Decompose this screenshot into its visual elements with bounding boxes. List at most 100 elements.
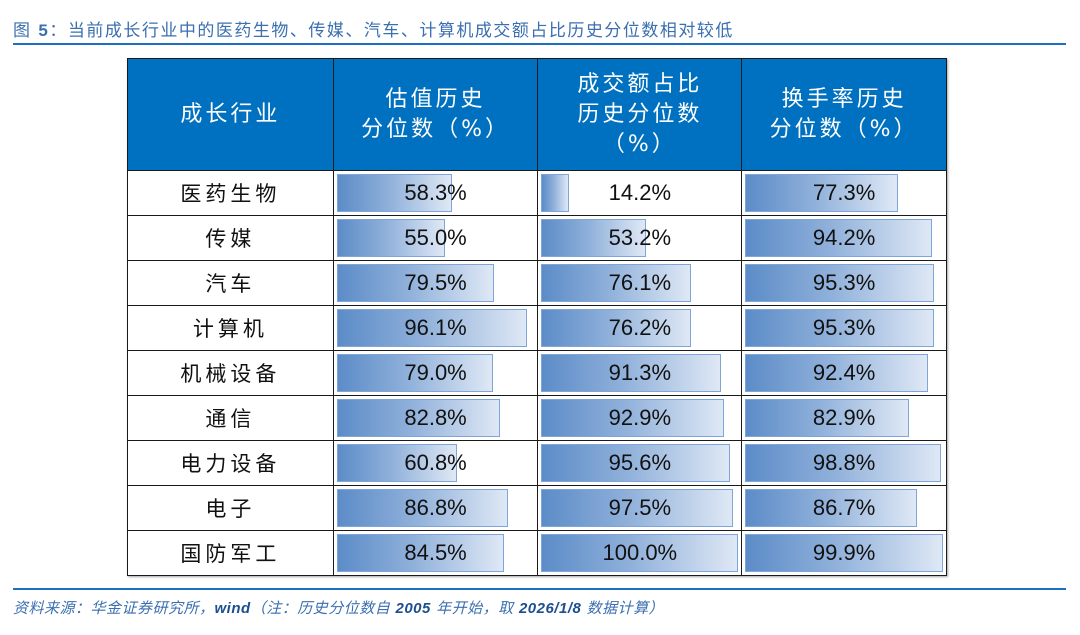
- data-bar: [336, 174, 452, 212]
- header-line: 成交额占比: [577, 71, 703, 97]
- turnover-share-percentile-cell: 100.0%: [537, 530, 743, 576]
- valuation-percentile-cell: 79.0%: [332, 350, 539, 396]
- header-turnover-rate-percentile: 换手率历史 分位数（%）: [741, 58, 947, 171]
- data-bar: [745, 174, 899, 212]
- figure-title: 图 5：当前成长行业中的医药生物、传媒、汽车、计算机成交额占比历史分位数相对较低: [13, 16, 734, 41]
- source-start-year: 2005: [395, 600, 431, 617]
- data-bar-track: [336, 534, 535, 572]
- data-bar: [745, 264, 934, 302]
- valuation-percentile-cell: 55.0%: [332, 215, 539, 261]
- data-bar-track: [336, 264, 535, 302]
- turnover-rate-percentile-cell: 99.9%: [741, 530, 947, 576]
- table-row: 医药生物 58.3% 14.2% 77.3%: [127, 170, 947, 216]
- data-bar: [336, 264, 494, 302]
- header-valuation-percentile: 估值历史分位数（%）: [332, 58, 539, 171]
- data-bar-track: [541, 534, 739, 572]
- data-bar: [745, 444, 941, 482]
- industry-name-cell: 计算机: [127, 305, 334, 351]
- header-line: 分位数（%）: [769, 116, 919, 142]
- data-bar-track: [745, 534, 943, 572]
- turnover-share-percentile-cell: 95.6%: [537, 440, 743, 486]
- percentile-value: 79.0%: [404, 360, 467, 385]
- industry-name-cell: 国防军工: [127, 530, 334, 576]
- data-bar: [336, 444, 457, 482]
- percentile-value: 77.3%: [812, 180, 876, 205]
- percentile-value: 60.8%: [404, 450, 467, 475]
- data-bar: [541, 444, 730, 482]
- turnover-rate-percentile-cell: 95.3%: [741, 305, 947, 351]
- percentile-value: 97.5%: [608, 495, 672, 520]
- valuation-percentile-cell: 58.3%: [332, 170, 539, 216]
- percentile-value: 92.4%: [812, 360, 876, 385]
- data-bar-track: [541, 174, 738, 212]
- turnover-rate-percentile-cell: 82.9%: [741, 395, 947, 441]
- data-bar-track: [541, 489, 738, 527]
- industry-name-cell: 通信: [127, 395, 334, 441]
- data-bar: [745, 399, 910, 437]
- percentile-value: 55.0%: [404, 225, 467, 250]
- table-row: 国防军工 84.5% 100.0% 99.9%: [127, 530, 947, 576]
- header-turnover-share-percentile: 成交额占比 历史分位数 （%）: [537, 58, 743, 171]
- data-bar: [745, 489, 917, 527]
- data-bar-track: [541, 219, 738, 257]
- turnover-share-percentile-cell: 76.1%: [537, 260, 743, 306]
- percentile-value: 91.3%: [608, 360, 672, 385]
- source-note-mid: 年开始，取: [436, 599, 514, 617]
- turnover-rate-percentile-cell: 92.4%: [741, 350, 947, 396]
- header-line: 估值历史: [385, 86, 486, 112]
- turnover-share-percentile-cell: 92.9%: [537, 395, 743, 441]
- data-bar-track: [541, 354, 738, 392]
- table-row: 通信 82.8% 92.9% 82.9%: [127, 395, 947, 441]
- data-bar-track: [336, 219, 535, 257]
- turnover-rate-percentile-cell: 95.3%: [741, 260, 947, 306]
- turnover-share-percentile-cell: 91.3%: [537, 350, 743, 396]
- data-bar: [745, 309, 934, 347]
- header-row: 成长行业 估值历史 分位数（%） 成交额占比 历史分位数 （%） 换手率历史 分位数（%）: [127, 58, 947, 171]
- source-rule: [13, 588, 1066, 590]
- data-bar: [541, 354, 722, 392]
- title-rule: [13, 43, 1066, 45]
- data-bar: [336, 219, 446, 257]
- header-line: 成长行业: [180, 101, 281, 127]
- source-date: 2026/1/8: [518, 600, 582, 617]
- data-bar-track: [336, 399, 535, 437]
- table-row: 计算机 96.1% 76.2% 95.3%: [127, 305, 947, 351]
- percentile-value: 79.5%: [404, 270, 467, 295]
- turnover-share-percentile-cell: 97.5%: [537, 485, 743, 531]
- turnover-rate-percentile-cell: 98.8%: [741, 440, 947, 486]
- percentile-value: 92.9%: [608, 405, 672, 430]
- turnover-share-percentile-cell: 53.2%: [537, 215, 743, 261]
- industry-percentile-table: 成长行业 估值历史 分位数（%） 成交额占比 历史分位数 （%） 换手率历史 分位数（%） 医…: [127, 58, 947, 576]
- data-bar-track: [745, 354, 943, 392]
- percentile-value: 76.2%: [608, 315, 672, 340]
- turnover-rate-percentile-cell: 77.3%: [741, 170, 947, 216]
- data-bar: [745, 354, 928, 392]
- data-bar-track: [336, 489, 535, 527]
- table-body: 医药生物 58.3% 14.2% 77.3% 传媒 55.0% 53.2% 94.2% 汽车 79…: [127, 170, 947, 576]
- data-bar: [336, 399, 501, 437]
- header-line: 分位数（%）: [361, 116, 510, 142]
- data-bar-track: [336, 354, 535, 392]
- percentile-value: 95.6%: [608, 450, 672, 475]
- data-bar-track: [745, 219, 943, 257]
- data-bar-track: [336, 444, 535, 482]
- percentile-value: 82.9%: [812, 405, 876, 430]
- percentile-value: 99.9%: [812, 540, 876, 565]
- data-bar-track: [745, 444, 943, 482]
- industry-name-cell: 医药生物: [127, 170, 334, 216]
- industry-name-cell: 机械设备: [127, 350, 334, 396]
- turnover-rate-percentile-cell: 86.7%: [741, 485, 947, 531]
- table-row: 机械设备 79.0% 91.3% 92.4%: [127, 350, 947, 396]
- valuation-percentile-cell: 79.5%: [332, 260, 539, 306]
- data-bar: [336, 534, 504, 572]
- data-bar-track: [745, 399, 943, 437]
- valuation-percentile-cell: 96.1%: [332, 305, 539, 351]
- percentile-value: 14.2%: [608, 180, 672, 205]
- data-bar: [745, 219, 932, 257]
- valuation-percentile-cell: 86.8%: [332, 485, 539, 531]
- table-row: 汽车 79.5% 76.1% 95.3%: [127, 260, 947, 306]
- percentile-value: 58.3%: [404, 180, 467, 205]
- header-line: 历史分位数: [577, 101, 703, 127]
- data-bar: [541, 264, 692, 302]
- industry-name-cell: 电子: [127, 485, 334, 531]
